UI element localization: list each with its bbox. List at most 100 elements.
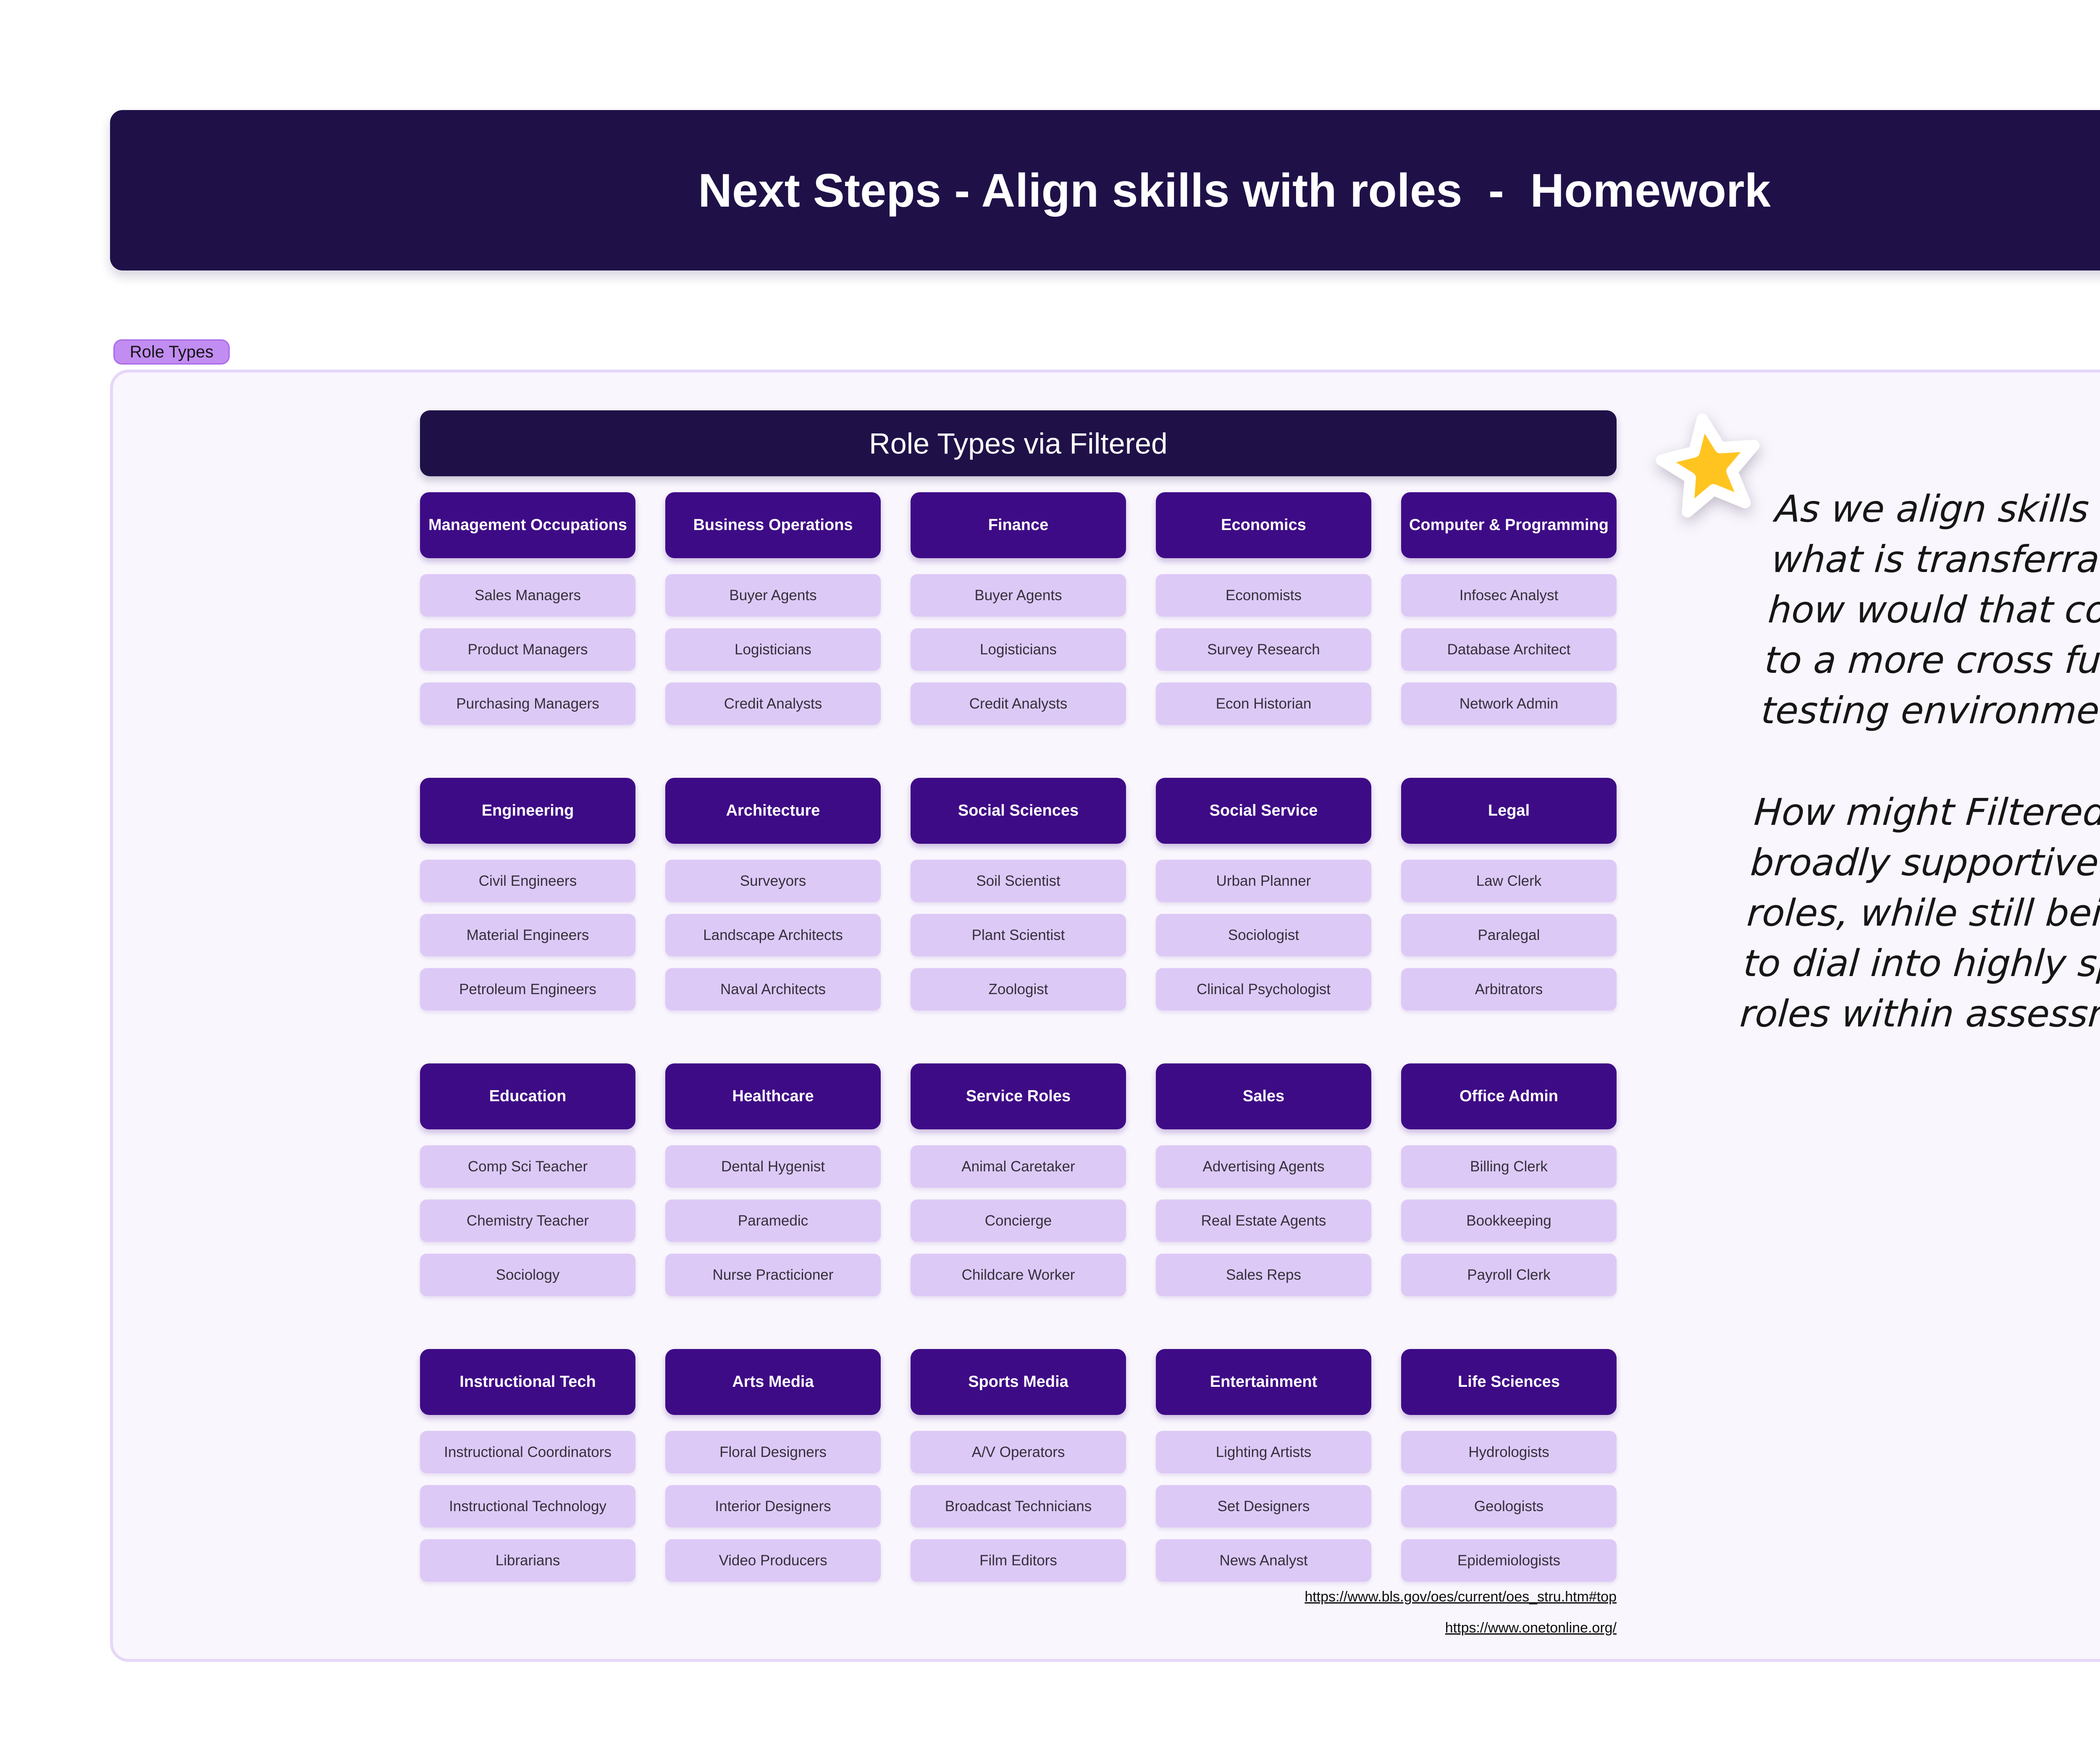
- role-item[interactable]: Instructional Technology: [420, 1485, 635, 1528]
- role-item[interactable]: Buyer Agents: [665, 574, 881, 617]
- role-item[interactable]: Surveyors: [665, 860, 881, 902]
- role-item[interactable]: Econ Historian: [1156, 682, 1371, 725]
- role-item[interactable]: Urban Planner: [1156, 860, 1371, 902]
- role-item[interactable]: Law Clerk: [1401, 860, 1617, 902]
- role-item[interactable]: Real Estate Agents: [1156, 1199, 1371, 1242]
- note-line: testing environment?: [1759, 689, 2100, 732]
- role-item[interactable]: Sociology: [420, 1254, 635, 1296]
- category-header[interactable]: Business Operations: [665, 492, 881, 558]
- category-header[interactable]: Social Service: [1156, 778, 1371, 844]
- category-column: Management Occupations Sales Managers Prod…: [420, 492, 635, 725]
- role-item[interactable]: Economists: [1156, 574, 1371, 617]
- role-item[interactable]: Epidemiologists: [1401, 1539, 1617, 1582]
- category-header[interactable]: Finance: [911, 492, 1126, 558]
- source-link-onetonline[interactable]: https://www.onetonline.org/: [1445, 1620, 1617, 1636]
- role-item[interactable]: Billing Clerk: [1401, 1145, 1617, 1188]
- category-column: Instructional Tech Instructional Coordina…: [420, 1349, 635, 1582]
- role-item[interactable]: Sociologist: [1156, 914, 1371, 956]
- role-item[interactable]: Instructional Coordinators: [420, 1431, 635, 1473]
- note-line: How might Filtered be both: [1752, 790, 2100, 834]
- category-header[interactable]: Management Occupations: [420, 492, 635, 558]
- role-item[interactable]: Paralegal: [1401, 914, 1617, 956]
- category-header[interactable]: Computer & Programming: [1401, 492, 1617, 558]
- category-items: Floral Designers Interior Designers Video …: [665, 1431, 881, 1582]
- role-item[interactable]: Network Admin: [1401, 682, 1617, 725]
- category-header[interactable]: Sales: [1156, 1063, 1371, 1129]
- role-item[interactable]: Arbitrators: [1401, 968, 1617, 1010]
- role-item[interactable]: Chemistry Teacher: [420, 1199, 635, 1242]
- star-icon[interactable]: [1649, 403, 1770, 524]
- category-header[interactable]: Instructional Tech: [420, 1349, 635, 1415]
- category-header[interactable]: Office Admin: [1401, 1063, 1617, 1129]
- role-item[interactable]: Credit Analysts: [665, 682, 881, 725]
- role-item[interactable]: Credit Analysts: [911, 682, 1126, 725]
- role-item[interactable]: News Analyst: [1156, 1539, 1371, 1582]
- category-header[interactable]: Economics: [1156, 492, 1371, 558]
- role-item[interactable]: Paramedic: [665, 1199, 881, 1242]
- role-item[interactable]: Civil Engineers: [420, 860, 635, 902]
- role-item[interactable]: Bookkeeping: [1401, 1199, 1617, 1242]
- role-item[interactable]: Sales Reps: [1156, 1254, 1371, 1296]
- role-item[interactable]: Sales Managers: [420, 574, 635, 617]
- role-item[interactable]: Product Managers: [420, 628, 635, 671]
- role-item[interactable]: Geologists: [1401, 1485, 1617, 1528]
- role-item[interactable]: Landscape Architects: [665, 914, 881, 956]
- category-header[interactable]: Social Sciences: [911, 778, 1126, 844]
- category-header[interactable]: Education: [420, 1063, 635, 1129]
- role-item[interactable]: Nurse Practicioner: [665, 1254, 881, 1296]
- category-column: Computer & Programming Infosec Analyst Dat…: [1401, 492, 1617, 725]
- board-header[interactable]: Role Types via Filtered: [420, 410, 1617, 476]
- role-item[interactable]: Dental Hygenist: [665, 1145, 881, 1188]
- role-item[interactable]: Buyer Agents: [911, 574, 1126, 617]
- role-item[interactable]: Payroll Clerk: [1401, 1254, 1617, 1296]
- role-item[interactable]: Concierge: [911, 1199, 1126, 1242]
- role-item[interactable]: Comp Sci Teacher: [420, 1145, 635, 1188]
- category-header[interactable]: Architecture: [665, 778, 881, 844]
- category-column: Social Sciences Soil Scientist Plant Scien…: [911, 778, 1126, 1010]
- category-items: Civil Engineers Material Engineers Petrole…: [420, 860, 635, 1010]
- category-header[interactable]: Engineering: [420, 778, 635, 844]
- role-item[interactable]: Clinical Psychologist: [1156, 968, 1371, 1010]
- role-item[interactable]: Infosec Analyst: [1401, 574, 1617, 617]
- category-column: Business Operations Buyer Agents Logistici…: [665, 492, 881, 725]
- category-header[interactable]: Entertainment: [1156, 1349, 1371, 1415]
- category-header[interactable]: Arts Media: [665, 1349, 881, 1415]
- role-item[interactable]: Childcare Worker: [911, 1254, 1126, 1296]
- role-item[interactable]: Purchasing Managers: [420, 682, 635, 725]
- role-item[interactable]: Hydrologists: [1401, 1431, 1617, 1473]
- category-items: Advertising Agents Real Estate Agents Sale…: [1156, 1145, 1371, 1296]
- role-item[interactable]: Film Editors: [911, 1539, 1126, 1582]
- category-items: Billing Clerk Bookkeeping Payroll Clerk: [1401, 1145, 1617, 1296]
- section-tag[interactable]: Role Types: [113, 339, 230, 365]
- role-item[interactable]: Database Architect: [1401, 628, 1617, 671]
- role-item[interactable]: Interior Designers: [665, 1485, 881, 1528]
- role-item[interactable]: Soil Scientist: [911, 860, 1126, 902]
- category-header[interactable]: Life Sciences: [1401, 1349, 1617, 1415]
- role-item[interactable]: Survey Research: [1156, 628, 1371, 671]
- role-item[interactable]: Librarians: [420, 1539, 635, 1582]
- role-item[interactable]: Plant Scientist: [911, 914, 1126, 956]
- category-items: Animal Caretaker Concierge Childcare Worke…: [911, 1145, 1126, 1296]
- note-line: broadly supportive of many: [1749, 841, 2100, 884]
- role-item[interactable]: Floral Designers: [665, 1431, 881, 1473]
- role-item[interactable]: Animal Caretaker: [911, 1145, 1126, 1188]
- category-column: Entertainment Lighting Artists Set Designe…: [1156, 1349, 1371, 1582]
- role-item[interactable]: Zoologist: [911, 968, 1126, 1010]
- role-item[interactable]: Petroleum Engineers: [420, 968, 635, 1010]
- role-item[interactable]: A/V Operators: [911, 1431, 1126, 1473]
- role-item[interactable]: Naval Architects: [665, 968, 881, 1010]
- role-item[interactable]: Set Designers: [1156, 1485, 1371, 1528]
- category-header[interactable]: Legal: [1401, 778, 1617, 844]
- source-links: https://www.bls.gov/oes/current/oes_stru…: [420, 1590, 1617, 1635]
- role-item[interactable]: Lighting Artists: [1156, 1431, 1371, 1473]
- role-item[interactable]: Logisticians: [911, 628, 1126, 671]
- role-item[interactable]: Advertising Agents: [1156, 1145, 1371, 1188]
- category-header[interactable]: Sports Media: [911, 1349, 1126, 1415]
- category-header[interactable]: Healthcare: [665, 1063, 881, 1129]
- role-item[interactable]: Video Producers: [665, 1539, 881, 1582]
- role-item[interactable]: Logisticians: [665, 628, 881, 671]
- role-item[interactable]: Broadcast Technicians: [911, 1485, 1126, 1528]
- role-item[interactable]: Material Engineers: [420, 914, 635, 956]
- category-header[interactable]: Service Roles: [911, 1063, 1126, 1129]
- source-link-bls[interactable]: https://www.bls.gov/oes/current/oes_stru…: [1305, 1589, 1617, 1605]
